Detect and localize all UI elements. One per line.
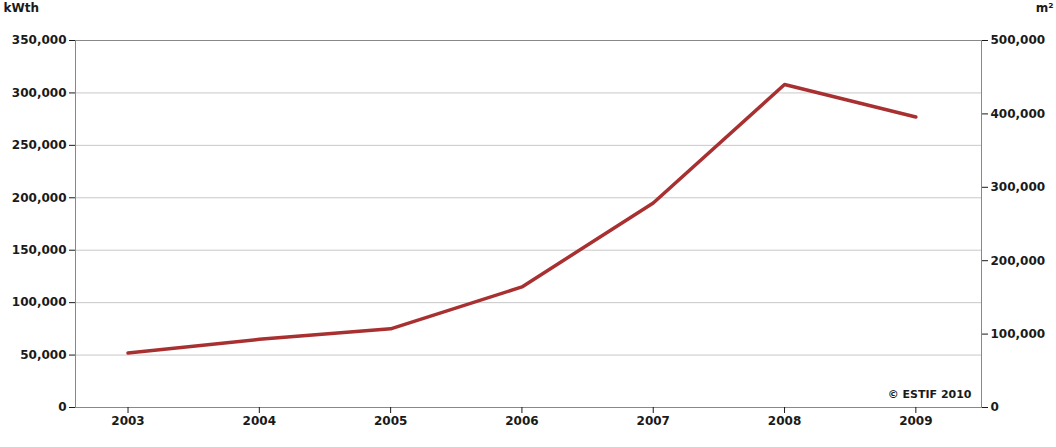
svg-text:200,000: 200,000	[12, 191, 67, 205]
svg-text:© ESTIF 2010: © ESTIF 2010	[888, 388, 972, 401]
svg-text:0: 0	[58, 400, 66, 414]
svg-text:400,000: 400,000	[991, 107, 1046, 121]
svg-text:2009: 2009	[899, 414, 932, 428]
svg-text:50,000: 50,000	[20, 348, 66, 362]
svg-text:100,000: 100,000	[991, 327, 1046, 341]
svg-text:m²: m²	[1036, 1, 1054, 15]
svg-text:kWth: kWth	[4, 1, 40, 15]
svg-text:0: 0	[991, 400, 999, 414]
svg-text:300,000: 300,000	[12, 86, 67, 100]
svg-text:2003: 2003	[111, 414, 144, 428]
svg-text:2005: 2005	[374, 414, 407, 428]
svg-text:200,000: 200,000	[991, 254, 1046, 268]
svg-text:2008: 2008	[768, 414, 801, 428]
svg-text:2007: 2007	[637, 414, 670, 428]
svg-text:150,000: 150,000	[12, 243, 67, 257]
svg-text:2006: 2006	[505, 414, 538, 428]
svg-text:250,000: 250,000	[12, 138, 67, 152]
svg-text:500,000: 500,000	[991, 33, 1046, 47]
svg-text:350,000: 350,000	[12, 33, 67, 47]
svg-text:100,000: 100,000	[12, 295, 67, 309]
svg-text:300,000: 300,000	[991, 180, 1046, 194]
svg-text:2004: 2004	[243, 414, 276, 428]
